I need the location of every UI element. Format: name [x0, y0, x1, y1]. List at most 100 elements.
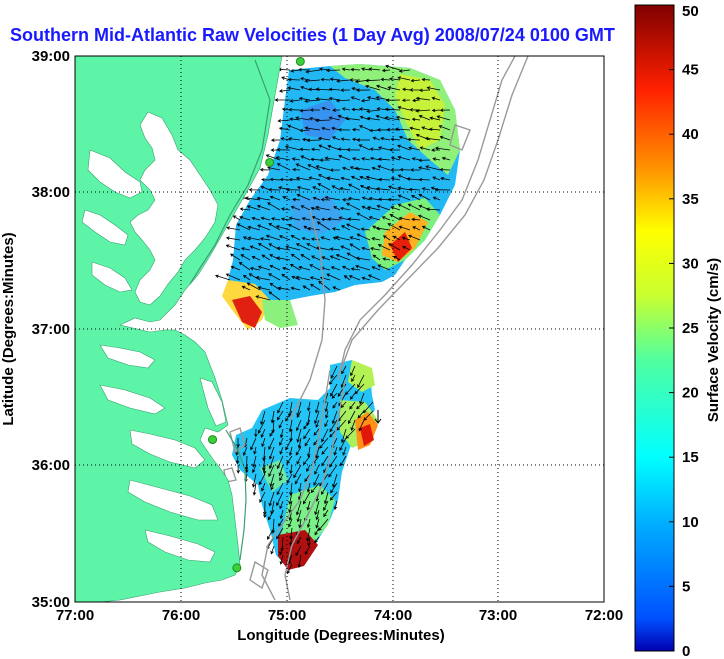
velocity-vector — [313, 428, 320, 436]
velocity-vector — [278, 464, 284, 477]
velocity-vector — [276, 527, 284, 540]
velocity-vector — [329, 419, 338, 433]
velocity-vector — [306, 482, 311, 493]
velocity-vector — [424, 136, 441, 141]
velocity-vector — [307, 226, 321, 231]
velocity-vector — [270, 138, 281, 142]
velocity-vector — [390, 176, 401, 181]
velocity-vector — [421, 187, 431, 191]
velocity-vector — [399, 167, 411, 172]
velocity-vector — [421, 225, 431, 231]
velocity-vector — [397, 203, 411, 211]
velocity-vector — [371, 237, 381, 241]
velocity-vector — [431, 148, 441, 152]
velocity-vector — [297, 554, 302, 569]
velocity-vector — [248, 188, 261, 192]
velocity-vector — [265, 234, 281, 241]
velocity-vector — [240, 247, 251, 251]
velocity-vector — [268, 437, 275, 450]
velocity-vector — [280, 137, 291, 141]
velocity-vector — [320, 197, 331, 202]
velocity-vector — [315, 205, 331, 211]
velocity-vector — [358, 107, 371, 111]
velocity-vector — [336, 79, 351, 83]
velocity-vector — [377, 264, 391, 271]
velocity-vector — [287, 77, 301, 82]
velocity-vector — [440, 176, 451, 181]
velocity-vector — [354, 166, 371, 171]
velocity-vector — [254, 428, 258, 438]
colorbar-tick-label: 45 — [682, 62, 699, 79]
velocity-vector — [279, 554, 284, 565]
velocity-vector — [294, 473, 302, 485]
velocity-vector — [356, 212, 371, 221]
velocity-vector — [310, 237, 321, 241]
velocity-vector — [351, 127, 361, 132]
velocity-vector — [261, 177, 271, 182]
velocity-vector — [246, 282, 261, 291]
velocity-vector — [372, 136, 381, 141]
velocity-vector — [279, 446, 284, 455]
velocity-vector — [358, 419, 365, 432]
velocity-vector — [314, 464, 320, 475]
velocity-vector — [270, 482, 275, 491]
velocity-vector — [330, 482, 338, 494]
velocity-vector — [349, 401, 356, 410]
velocity-vector — [287, 124, 301, 131]
velocity-vector — [310, 206, 321, 211]
velocity-vector — [258, 473, 266, 486]
velocity-vector — [290, 205, 301, 211]
velocity-vector — [314, 536, 320, 544]
velocity-vector — [313, 473, 320, 486]
velocity-vector — [328, 87, 341, 92]
velocity-vector — [397, 105, 411, 111]
velocity-vector — [298, 518, 302, 529]
velocity-vector — [269, 428, 275, 437]
velocity-vector — [269, 264, 281, 271]
velocity-vector — [268, 223, 281, 231]
velocity-vector — [360, 98, 371, 103]
velocity-vector — [349, 236, 361, 241]
velocity-vector — [257, 265, 271, 271]
velocity-vector — [324, 401, 329, 413]
velocity-vector — [421, 77, 431, 82]
velocity-vector — [268, 291, 281, 301]
velocity-vector — [296, 193, 311, 201]
velocity-vector — [398, 225, 411, 231]
radar-station-marker — [265, 157, 275, 167]
velocity-vector — [384, 116, 401, 121]
velocity-vector — [341, 365, 347, 375]
velocity-vector — [299, 128, 311, 133]
velocity-vector — [418, 166, 431, 171]
velocity-vector — [323, 509, 329, 518]
velocity-vector — [371, 266, 381, 271]
velocity-vector — [387, 86, 401, 91]
velocity-vector — [244, 196, 261, 201]
velocity-vector — [268, 455, 275, 470]
velocity-vector — [407, 137, 421, 142]
velocity-vector — [346, 223, 361, 231]
velocity-vector — [395, 115, 411, 121]
velocity-vector — [418, 158, 431, 163]
velocity-vector — [318, 280, 331, 291]
velocity-vector — [381, 216, 391, 221]
velocity-vector — [318, 174, 331, 181]
velocity-vector — [408, 146, 421, 151]
velocity-vector — [321, 106, 331, 111]
velocity-vector — [361, 196, 371, 201]
velocity-vector — [365, 78, 381, 83]
velocity-vector — [350, 419, 356, 431]
velocity-vector — [295, 500, 302, 516]
velocity-vector — [370, 246, 381, 251]
velocity-vector — [267, 509, 275, 521]
velocity-vector — [309, 116, 321, 121]
velocity-vector — [411, 217, 421, 222]
velocity-vector — [276, 148, 291, 152]
velocity-vector — [249, 266, 261, 271]
velocity-vector — [255, 276, 271, 281]
velocity-vector — [279, 545, 284, 556]
velocity-vector — [390, 168, 401, 172]
velocity-vector — [426, 86, 441, 91]
velocity-vector — [288, 177, 301, 182]
velocity-vector — [239, 215, 251, 221]
